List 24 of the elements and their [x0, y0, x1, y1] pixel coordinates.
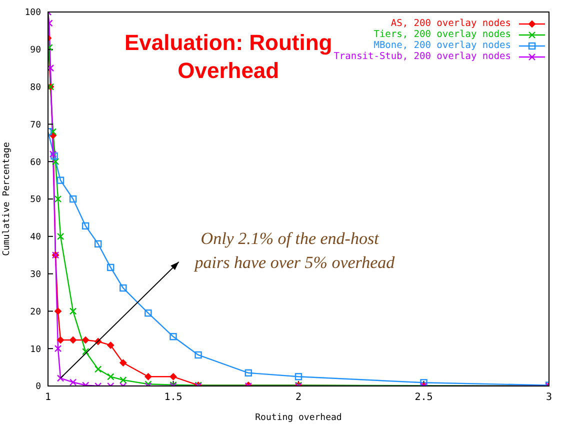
x-tick-label: 2.5	[414, 392, 433, 404]
legend-label: Tiers, 200 overlay nodes	[374, 29, 511, 40]
x-tick-label: 1	[44, 392, 52, 404]
y-tick-label: 80	[30, 82, 41, 93]
y-tick-label: 60	[30, 158, 41, 168]
y-tick-label: 50	[30, 195, 41, 206]
y-tick-label: 20	[30, 307, 41, 318]
legend-label: Transit-Stub, 200 overlay nodes	[334, 51, 511, 62]
x-axis-title: Routing overhead	[255, 413, 342, 423]
y-tick-label: 40	[30, 232, 41, 243]
x-tick-label: 2	[295, 392, 302, 404]
y-tick-label: 10	[30, 344, 41, 355]
y-tick-label: 70	[30, 120, 41, 130]
y-tick-label: 100	[24, 8, 41, 18]
y-tick-label: 90	[30, 46, 41, 56]
y-tick-label: 0	[36, 382, 41, 392]
legend-label: MBone, 200 overlay nodes	[374, 40, 511, 51]
y-tick-label: 30	[30, 270, 41, 280]
x-tick-label: 3	[546, 392, 552, 404]
y-axis-title: Cumulative Percentage	[2, 142, 12, 256]
text: Evaluation: Routing Overhead	[124, 30, 332, 83]
legend-label: AS, 200 overlay nodes	[390, 18, 511, 29]
annotation: Only 2.1% of the end-host pairs have over 5% overhead	[194, 228, 396, 272]
x-tick-label: 1.5	[164, 392, 182, 404]
